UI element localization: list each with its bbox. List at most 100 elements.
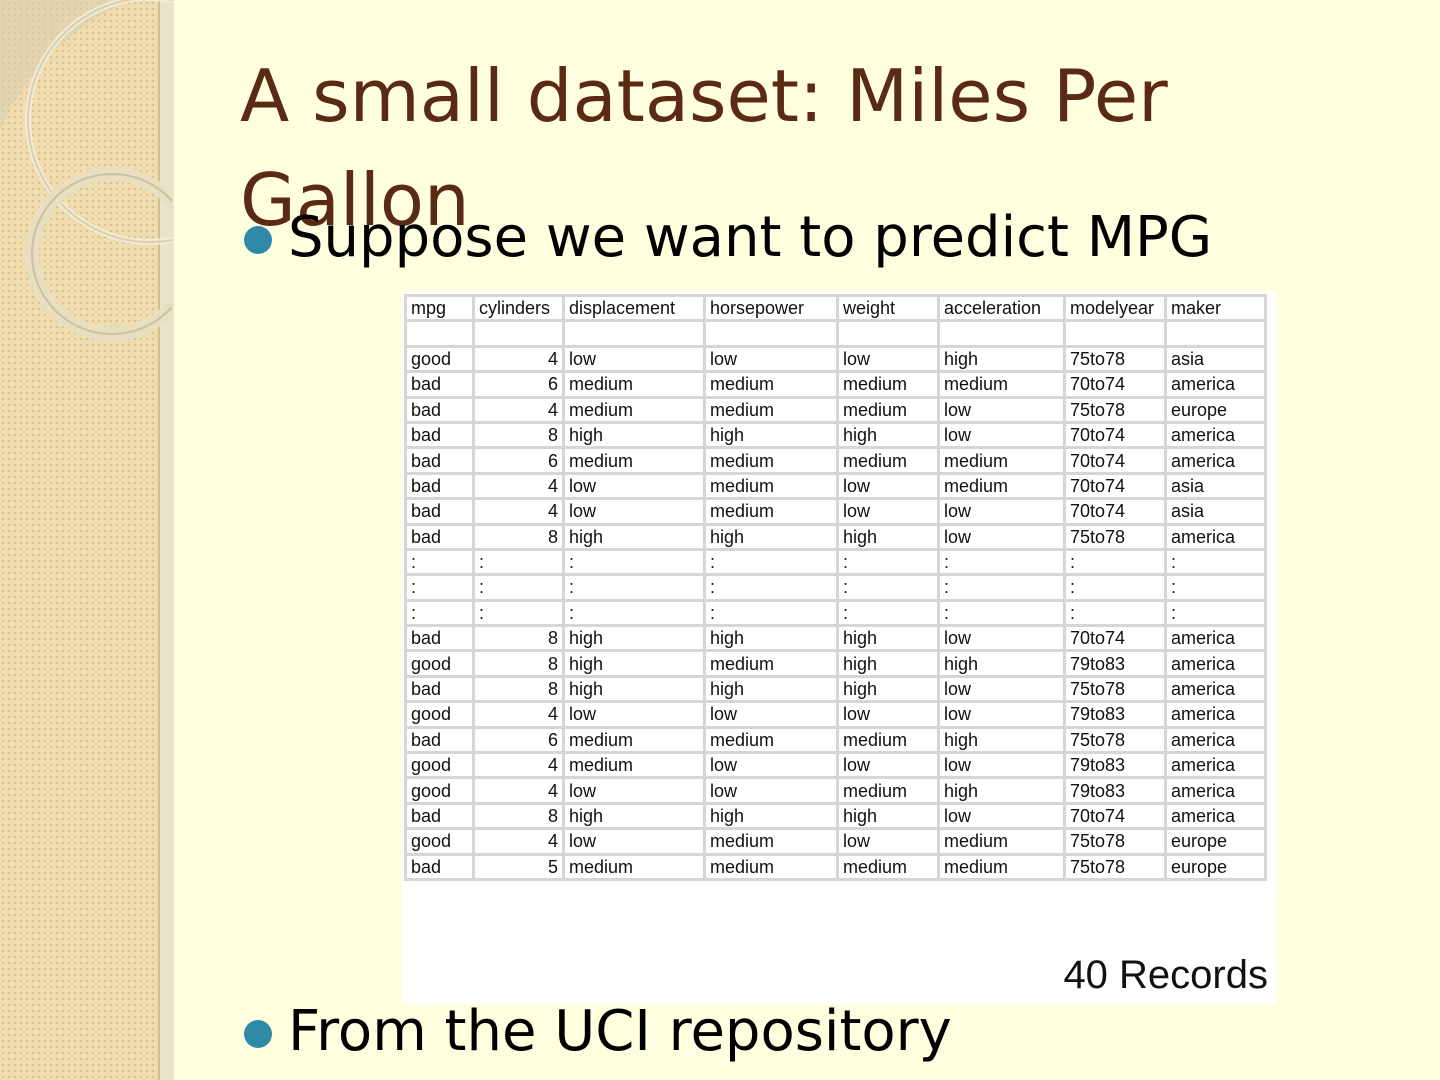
table-cell: : [937,547,1066,577]
table-cell: low [937,420,1066,450]
table-cell: : [404,573,475,602]
table-cell: 70to74 [1063,446,1167,475]
table-cell: 4 [472,751,565,780]
table-cell: bad [404,420,475,450]
table-cell: : [472,547,565,577]
table-cell: 8 [472,674,565,704]
table-cell: : [562,547,706,577]
table-row: good 4 low low low low 79to83 america [404,700,1267,729]
table-cell: low [703,344,839,374]
bullet-dot-icon [244,226,272,254]
table-cell: medium [703,649,839,678]
table-cell: america [1164,420,1267,450]
table-cell: bad [404,522,475,551]
table-cell: 70to74 [1063,497,1167,526]
table-cell: : [562,598,706,628]
table-cell: 75to78 [1063,395,1167,424]
table-row: good 4 low medium low medium 75to78 europe [404,827,1267,856]
table-cell: 79to83 [1063,700,1167,729]
table-cell: low [937,674,1066,704]
table-cell: america [1164,522,1267,551]
table-row: :::::::: [404,573,1267,602]
table-cell: : [1063,573,1167,602]
table-cell: 8 [472,420,565,450]
table-cell: low [562,700,706,729]
table-cell: bad [404,852,475,882]
table-cell: medium [703,497,839,526]
table-row: :::::::: [404,598,1267,628]
column-header: weight [836,293,940,323]
table-cell: 4 [472,827,565,856]
table-cell: high [836,522,940,551]
table-cell: bad [404,395,475,424]
table-cell [1063,319,1167,348]
table-cell: low [562,827,706,856]
table-cell: good [404,827,475,856]
table-cell: low [937,624,1066,653]
table-cell: 8 [472,522,565,551]
table-cell: 70to74 [1063,801,1167,831]
table-row: bad 6 medium medium medium medium 70to74 americ… [404,446,1267,475]
table-cell: high [703,624,839,653]
column-header: horsepower [703,293,839,323]
table-cell [836,319,940,348]
table-cell: 4 [472,471,565,501]
table-cell: 75to78 [1063,852,1167,882]
table-cell: high [703,420,839,450]
table-cell: low [836,497,940,526]
mpg-table: mpg cylinders displacement horsepower weight… [404,293,1267,882]
table-cell: : [703,573,839,602]
table-cell: europe [1164,852,1267,882]
table-row: good 4 low low low high 75to78 asia [404,344,1267,374]
dataset-table-image: mpg cylinders displacement horsepower weight… [402,292,1276,1004]
table-row: bad 4 low medium low medium 70to74 asia [404,471,1267,501]
table-cell: 6 [472,725,565,755]
table-cell: : [703,598,839,628]
table-cell: low [937,751,1066,780]
column-header: maker [1164,293,1267,323]
table-cell: america [1164,624,1267,653]
table-cell: high [836,624,940,653]
records-count: 40 Records [1063,953,1268,997]
table-cell [404,319,475,348]
table-cell: 70to74 [1063,624,1167,653]
table-cell: 4 [472,700,565,729]
table-cell [472,319,565,348]
table-cell: : [836,547,940,577]
slide-title: A small dataset: Miles Per Gallon [240,54,1168,242]
table-cell: low [836,471,940,501]
bullet-dot-icon [244,1020,272,1048]
table-cell: : [937,598,1066,628]
table-cell: medium [562,751,706,780]
bullet-item: From the UCI repository [244,1000,1344,1070]
table-cell: america [1164,649,1267,678]
table-cell: low [937,700,1066,729]
table-row: bad 5 medium medium medium medium 75to78 europe [404,852,1267,882]
table-cell: 4 [472,344,565,374]
table-cell: bad [404,725,475,755]
table-row: :::::::: [404,547,1267,577]
table-cell: 75to78 [1063,725,1167,755]
table-row: bad 8 high high high low 75to78 america [404,674,1267,704]
table-cell: low [562,471,706,501]
table-cell: america [1164,674,1267,704]
table-cell: low [836,700,940,729]
table-cell: bad [404,801,475,831]
table-cell: medium [937,446,1066,475]
table-row: bad 8 high high high low 70to74 america [404,624,1267,653]
table-cell: 6 [472,370,565,399]
decorative-strip-edge [158,0,174,1080]
table-cell: high [937,725,1066,755]
column-header: mpg [404,293,475,323]
table-cell [703,319,839,348]
table-cell: low [562,344,706,374]
table-cell: low [836,827,940,856]
table-cell: : [472,573,565,602]
table-cell: high [937,649,1066,678]
table-cell: bad [404,446,475,475]
table-cell: good [404,700,475,729]
table-cell: low [836,344,940,374]
table-row: bad 8 high high high low 70to74 america [404,801,1267,831]
table-cell: 4 [472,497,565,526]
table-row [404,319,1267,348]
